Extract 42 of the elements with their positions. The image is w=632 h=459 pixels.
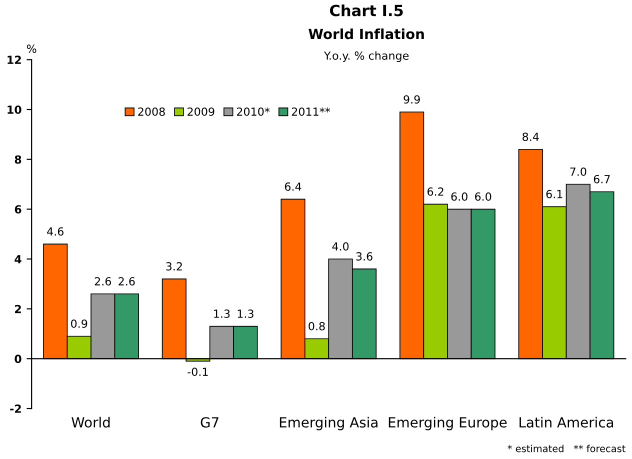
data-label: 2.6 xyxy=(118,277,135,286)
data-label: 8.4 xyxy=(522,132,539,141)
x-tick-label: G7 xyxy=(200,417,218,428)
y-tick-label: 6 xyxy=(14,205,22,214)
data-label: 9.9 xyxy=(404,95,420,104)
y-tick-label: 4 xyxy=(14,255,22,264)
data-label: 2.6 xyxy=(94,277,112,286)
x-tick-label: Emerging Europe xyxy=(388,416,507,430)
data-label: 1.3 xyxy=(214,309,230,318)
x-tick-label: World xyxy=(72,416,110,428)
data-label: 6.0 xyxy=(451,192,468,201)
y-tick-label: 12 xyxy=(8,56,21,64)
data-label: 4.0 xyxy=(332,242,349,251)
legend-label: 2011** xyxy=(292,107,330,116)
chart-subtitle: World Inflation xyxy=(308,28,424,40)
chart-title: Chart I.5 xyxy=(330,4,403,16)
text: * estimated ** forecast xyxy=(508,444,626,452)
legend-label: 2008 xyxy=(138,107,165,116)
legend-label: 2009 xyxy=(188,107,214,116)
y-tick-label: 10 xyxy=(8,105,22,114)
x-tick-label: Latin America xyxy=(520,416,614,428)
data-label: 6.7 xyxy=(594,174,610,184)
data-label: 3.2 xyxy=(166,262,182,271)
data-label: 0.8 xyxy=(308,322,325,330)
data-label: 6.0 xyxy=(475,192,492,201)
y-tick-label: 8 xyxy=(14,155,22,164)
data-label: -0.1 xyxy=(188,368,208,376)
data-label: 0.9 xyxy=(71,319,88,328)
data-label: 6.2 xyxy=(428,187,444,196)
y-tick-label: 0 xyxy=(14,354,22,364)
annotation: Y.o.y. % change xyxy=(324,51,409,62)
data-label: 6.1 xyxy=(546,190,562,198)
legend-label: 2010* xyxy=(236,107,270,116)
y-tick-label: 2 xyxy=(15,304,21,314)
y-axis-title: % xyxy=(26,44,36,53)
y-tick-label: -2 xyxy=(10,404,21,413)
x-tick-label: Emerging Asia xyxy=(280,416,378,430)
data-label: 3.6 xyxy=(356,252,372,261)
data-label: 1.3 xyxy=(238,309,254,318)
data-label: 6.4 xyxy=(284,182,302,191)
data-label: 7.0 xyxy=(570,167,586,176)
data-label: 4.6 xyxy=(47,227,64,236)
